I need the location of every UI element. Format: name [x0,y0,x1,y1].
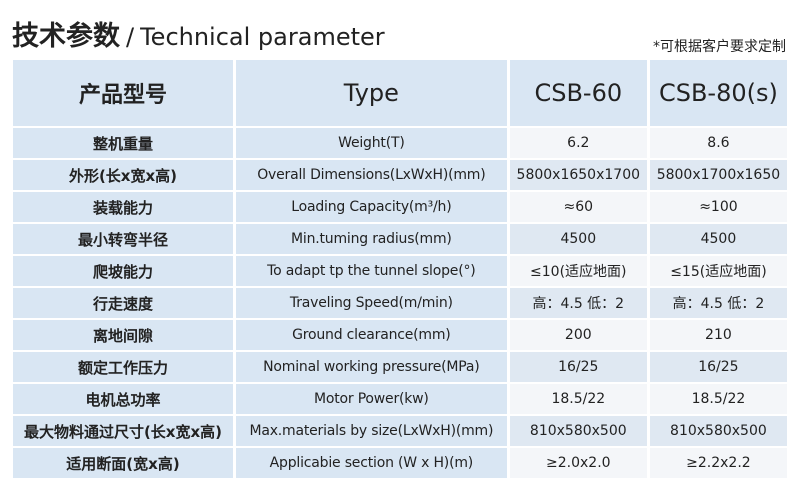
table-cell: Motor Power(kw) [235,384,507,414]
table-cell: 高：4.5 低：2 [649,288,787,318]
table-cell: 810x580x500 [509,416,647,446]
table-cell: Traveling Speed(m/min) [235,288,507,318]
table-cell: 18.5/22 [509,384,647,414]
title-en: Technical parameter [140,23,385,51]
table-cell: 18.5/22 [649,384,787,414]
table-cell: ≥2.2x2.2 [649,448,787,478]
table-cell: 适用断面(宽x高) [13,448,233,478]
table-row: 爬坡能力 To adapt tp the tunnel slope(°) ≤10(适… [13,256,787,286]
table-cell: 6.2 [509,128,647,158]
table-cell: ≤10(适应地面) [509,256,647,286]
table-cell: To adapt tp the tunnel slope(°) [235,256,507,286]
header-row: 产品型号 Type CSB-60 CSB-80(s) [13,60,787,126]
table-cell: 外形(长x宽x高) [13,160,233,190]
spec-table: 产品型号 Type CSB-60 CSB-80(s) 整机重量 Weight(T) 6.2 8… [10,58,790,480]
table-cell: ≤15(适应地面) [649,256,787,286]
table-row: 额定工作压力 Nominal working pressure(MPa) 16/25… [13,352,787,382]
table-cell: Nominal working pressure(MPa) [235,352,507,382]
table-cell: 16/25 [509,352,647,382]
table-cell: 4500 [509,224,647,254]
table-cell: Min.tuming radius(mm) [235,224,507,254]
column-header: CSB-60 [509,60,647,126]
table-cell: 200 [509,320,647,350]
title-cn: 技术参数 [12,21,120,52]
table-row: 最小转弯半径 Min.tuming radius(mm) 4500 4500 [13,224,787,254]
table-row: 外形(长x宽x高) Overall Dimensions(LxWxH)(mm) 58… [13,160,787,190]
table-cell: Max.materials by size(LxWxH)(mm) [235,416,507,446]
table-cell: 离地间隙 [13,320,233,350]
table-cell: 最小转弯半径 [13,224,233,254]
table-cell: Loading Capacity(m³/h) [235,192,507,222]
table-body: 整机重量 Weight(T) 6.2 8.6 外形(长x宽x高) Overall Dime… [13,128,787,478]
table-cell: 最大物料通过尺寸(长x宽x高) [13,416,233,446]
note: *可根据客户要求定制 [653,39,786,55]
column-header: CSB-80(s) [649,60,787,126]
table-cell: 爬坡能力 [13,256,233,286]
table-cell: 整机重量 [13,128,233,158]
title: 技术参数 / Technical parameter [12,14,385,53]
table-row: 行走速度 Traveling Speed(m/min) 高：4.5 低：2 高：4.5… [13,288,787,318]
table-cell: 5800x1700x1650 [649,160,787,190]
column-header: Type [235,60,507,126]
table-cell: Weight(T) [235,128,507,158]
table-row: 离地间隙 Ground clearance(mm) 200 210 [13,320,787,350]
column-header: 产品型号 [13,60,233,126]
table-cell: ≈60 [509,192,647,222]
table-row: 电机总功率 Motor Power(kw) 18.5/22 18.5/22 [13,384,787,414]
table-row: 适用断面(宽x高) Applicabie section (W x H)(m) ≥2… [13,448,787,478]
table-cell: 210 [649,320,787,350]
table-row: 整机重量 Weight(T) 6.2 8.6 [13,128,787,158]
table-row: 最大物料通过尺寸(长x宽x高) Max.materials by size(LxW… [13,416,787,446]
table-cell: 4500 [649,224,787,254]
table-cell: ≥2.0x2.0 [509,448,647,478]
table-cell: 装载能力 [13,192,233,222]
table-cell: 高：4.5 低：2 [509,288,647,318]
table-cell: Ground clearance(mm) [235,320,507,350]
table-cell: Overall Dimensions(LxWxH)(mm) [235,160,507,190]
table-cell: Applicabie section (W x H)(m) [235,448,507,478]
table-cell: 额定工作压力 [13,352,233,382]
table-cell: 810x580x500 [649,416,787,446]
table-cell: 电机总功率 [13,384,233,414]
table-cell: 8.6 [649,128,787,158]
table-cell: 16/25 [649,352,787,382]
table-cell: 行走速度 [13,288,233,318]
table-row: 装载能力 Loading Capacity(m³/h) ≈60 ≈100 [13,192,787,222]
separator: / [126,23,135,51]
table-cell: ≈100 [649,192,787,222]
table-cell: 5800x1650x1700 [509,160,647,190]
